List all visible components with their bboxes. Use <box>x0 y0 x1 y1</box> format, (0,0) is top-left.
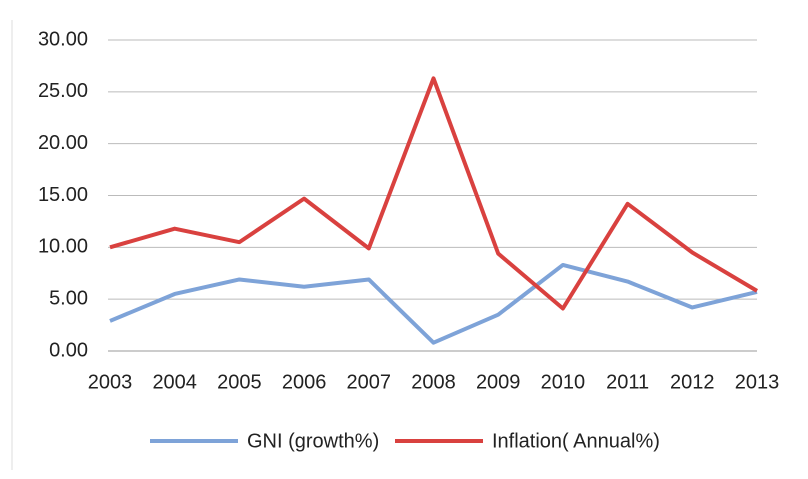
y-tick-label: 0.00 <box>49 339 88 361</box>
y-tick-label: 15.00 <box>38 184 88 206</box>
x-tick-label: 2005 <box>217 371 262 393</box>
y-tick-label: 25.00 <box>38 80 88 102</box>
y-tick-label: 10.00 <box>38 236 88 258</box>
x-tick-label: 2010 <box>541 371 586 393</box>
legend-label: Inflation( Annual%) <box>492 430 660 452</box>
x-tick-label: 2012 <box>670 371 715 393</box>
series-line <box>109 262 758 345</box>
x-tick-label: 2006 <box>282 371 327 393</box>
x-tick-label: 2011 <box>606 371 649 393</box>
x-tick-label: 2007 <box>347 371 392 393</box>
y-tick-label: 30.00 <box>38 28 88 50</box>
x-tick-label: 2008 <box>411 371 456 393</box>
x-tick-label: 2004 <box>152 371 197 393</box>
x-tick-label: 2009 <box>476 371 521 393</box>
x-tick-label: 2013 <box>735 371 780 393</box>
y-tick-label: 5.00 <box>49 287 88 309</box>
x-tick-label: 2003 <box>88 371 133 393</box>
y-tick-label: 20.00 <box>38 132 88 154</box>
legend-label: GNI (growth%) <box>247 430 379 452</box>
series-line <box>109 76 759 311</box>
